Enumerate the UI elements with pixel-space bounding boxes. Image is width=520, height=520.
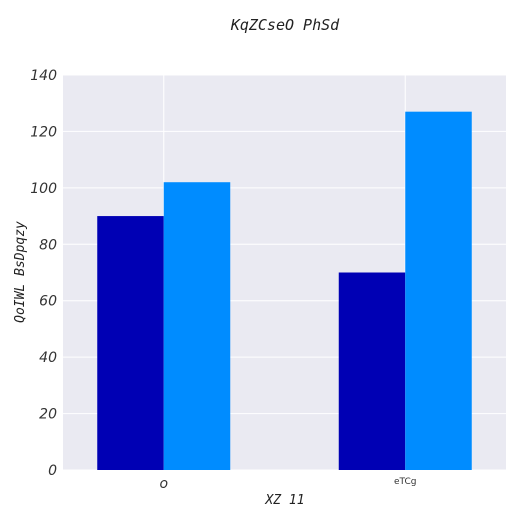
x-tick-labels: o eTCg	[159, 476, 416, 492]
y-tick-label: 60	[39, 294, 57, 310]
bar-eTCg-series2	[405, 111, 472, 470]
x-tick-label: o	[159, 476, 168, 492]
chart-title: KqZCseO PhSd	[230, 16, 340, 34]
bars	[97, 111, 472, 470]
x-axis-label: XZ 11	[264, 493, 304, 508]
bar-o-series1	[97, 216, 164, 470]
y-tick-label: 80	[39, 237, 57, 253]
y-tick-label: 100	[30, 181, 57, 197]
y-tick-label: 0	[48, 463, 57, 479]
y-axis-label: QoIWL BsDpqzy	[13, 221, 28, 323]
y-tick-label: 120	[30, 124, 57, 140]
bar-o-series2	[163, 182, 231, 470]
y-tick-label: 40	[39, 350, 57, 366]
y-tick-label: 20	[39, 407, 57, 423]
x-tick-label: eTCg	[394, 477, 417, 487]
y-tick-label: 140	[30, 68, 57, 84]
y-tick-labels: 0 20 40 60 80 100 120 140	[30, 68, 57, 479]
bar-eTCg-series1	[338, 272, 406, 470]
